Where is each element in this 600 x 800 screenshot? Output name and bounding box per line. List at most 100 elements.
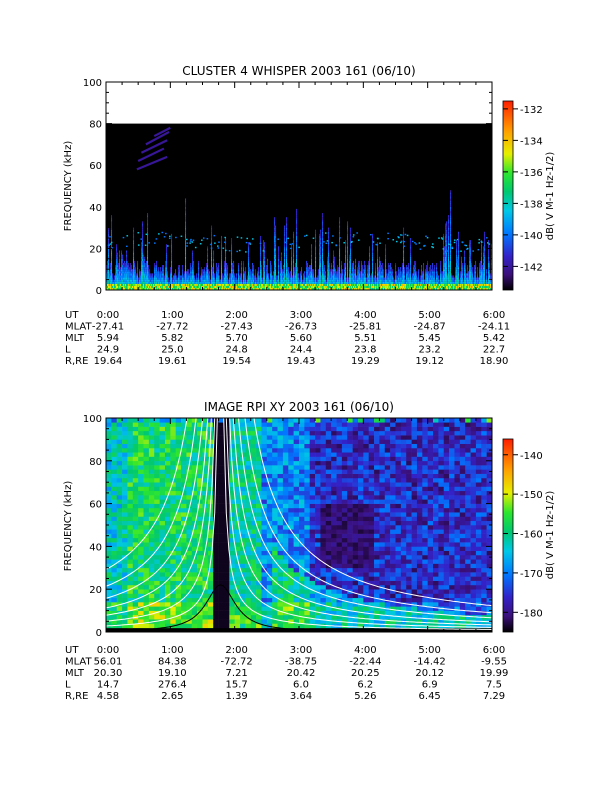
- spectrum-cell: [409, 277, 411, 280]
- spectrum-cell: [408, 269, 410, 272]
- spectrum-cell: [111, 285, 113, 289]
- spectrum-cell: [232, 265, 234, 268]
- spectrum-cell: [409, 269, 411, 272]
- spectrum-cell: [418, 271, 420, 274]
- spectrum-cell: [307, 271, 309, 274]
- spectrum-cell: [420, 283, 422, 286]
- spectrum-cell: [366, 287, 368, 290]
- spectrum-cell: [274, 277, 276, 280]
- spectrum-cell: [301, 277, 303, 280]
- spectrum-cell: [208, 269, 210, 272]
- spectrum-cell: [261, 287, 263, 290]
- spectrum-cell: [125, 265, 127, 268]
- spectrum-cell: [458, 283, 460, 286]
- spectrum-cell: [142, 227, 144, 230]
- spectrum-cell: [294, 269, 296, 272]
- spectrum-cell: [133, 227, 135, 230]
- spectrum-cell: [216, 269, 218, 272]
- spectrum-cell: [323, 273, 325, 276]
- spectrum-cell: [456, 260, 458, 264]
- spectrum-cell: [474, 287, 476, 290]
- spectrum-cell: [320, 240, 322, 243]
- spectrum-cell: [398, 271, 400, 274]
- spectrum-cell: [297, 279, 299, 282]
- spectrum-cell: [443, 285, 445, 289]
- spectrum-cell: [220, 285, 222, 289]
- spectrum-cell: [322, 248, 324, 251]
- spectrum-cell: [478, 279, 480, 282]
- spectrum-cell: [133, 252, 135, 255]
- spectrum-cell: [240, 285, 242, 289]
- spectrum-cell: [469, 252, 471, 255]
- spectrum-cell: [282, 275, 284, 278]
- spectrum-cell: [446, 235, 448, 239]
- spectrum-cell: [202, 279, 204, 282]
- spectrum-cell: [441, 273, 443, 276]
- spectrum-cell: [388, 279, 390, 282]
- spectrum-cell: [166, 277, 168, 280]
- spectrum-cell: [429, 277, 431, 280]
- spectrum-cell: [131, 279, 133, 282]
- spectrum-cell: [311, 283, 313, 286]
- spectrum-cell: [213, 273, 215, 276]
- spectrum-cell: [408, 265, 410, 268]
- spectrum-cell: [232, 273, 234, 276]
- spectrum-cell: [286, 233, 288, 237]
- spectrum-cell: [281, 265, 283, 268]
- spectrum-cell: [328, 252, 330, 255]
- spectrum-cell: [347, 271, 349, 274]
- spectrum-cell: [192, 277, 194, 280]
- spectrum-cell: [179, 279, 181, 282]
- spectrum-cell: [142, 233, 144, 237]
- spectrum-cell: [360, 285, 362, 289]
- spectrum-cell: [276, 279, 278, 282]
- spectrum-cell: [356, 279, 358, 282]
- spectrum-cell: [389, 277, 391, 280]
- spectrum-cell: [339, 223, 341, 226]
- spectrum-cell: [296, 281, 298, 284]
- spectrum-cell: [249, 273, 251, 276]
- spectrum-cell: [457, 267, 459, 270]
- spectrum-cell: [438, 287, 440, 290]
- spectrum-cell: [347, 277, 349, 280]
- spectrum-cell: [443, 238, 445, 241]
- spectrum-cell: [391, 287, 393, 290]
- spectrum-cell: [361, 267, 363, 270]
- spectrum-cell: [141, 285, 143, 289]
- spectrum-cell: [291, 271, 293, 274]
- spectrum-cell: [198, 269, 200, 272]
- spectrum-cell: [403, 273, 405, 276]
- spectrum-cell: [484, 231, 486, 234]
- spectrum-cell: [120, 275, 122, 278]
- spectrum-cell: [419, 281, 421, 284]
- spectrum-cell: [479, 269, 481, 272]
- spectrum-cell: [278, 273, 280, 276]
- spectrum-cell: [333, 260, 335, 264]
- spectrum-cell: [375, 287, 377, 290]
- spectrum-cell: [224, 265, 226, 268]
- spectrum-cell: [328, 256, 330, 259]
- spectrum-cell: [338, 275, 340, 278]
- spectrum-cell: [137, 267, 139, 270]
- spectrum-cell: [185, 252, 187, 255]
- spectrum-cell: [358, 269, 360, 272]
- spectrum-cell: [316, 283, 318, 286]
- spectrum-cell: [454, 277, 456, 280]
- spectrum-cell: [319, 273, 321, 276]
- spectrum-cell: [221, 262, 223, 266]
- spectrum-cell: [308, 277, 310, 280]
- spectrum-cell: [192, 287, 194, 290]
- spectrum-cell: [161, 273, 163, 276]
- spectrum-cell: [333, 252, 335, 255]
- spectrum-cell: [368, 287, 370, 290]
- spectrum-cell: [128, 279, 130, 282]
- spectrum-cell: [356, 283, 358, 286]
- spectrum-cell: [345, 269, 347, 272]
- spectrum-cell: [445, 235, 447, 239]
- spectrum-cell: [150, 277, 152, 280]
- spectrum-cell: [320, 233, 322, 237]
- spectrum-cell: [427, 279, 429, 282]
- spectrum-cell: [111, 273, 113, 276]
- spectrum-cell: [453, 275, 455, 278]
- spectrum-cell: [418, 279, 420, 282]
